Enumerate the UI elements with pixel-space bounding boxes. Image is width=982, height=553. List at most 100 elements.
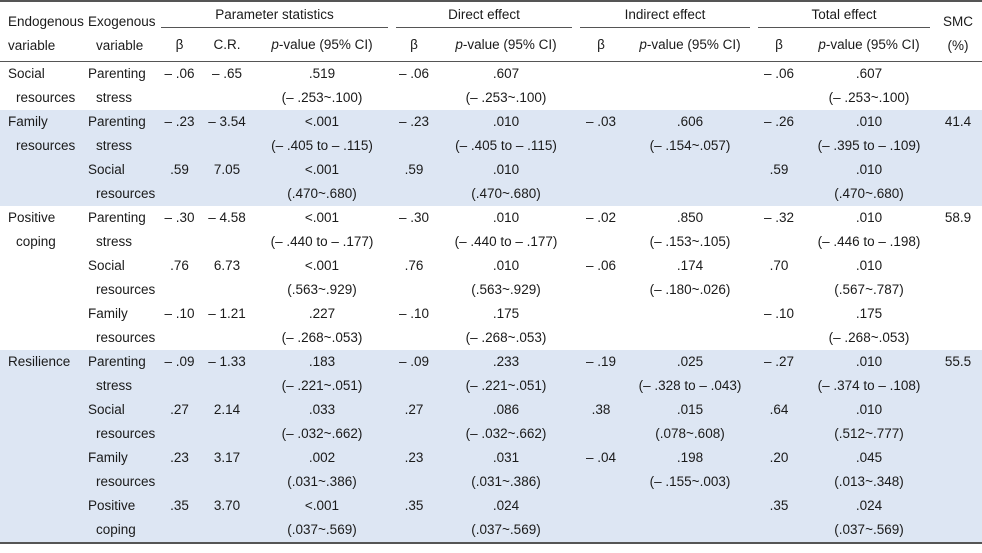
direct-ci: (– .032~.662): [465, 426, 547, 441]
direct-ci: (– .221~.051): [465, 378, 547, 393]
direct-ci: (.037~.569): [471, 522, 541, 537]
total-beta-cell: .35: [754, 494, 805, 544]
direct-pvalue: .607: [492, 66, 520, 81]
smc-cell: [934, 62, 982, 111]
endogenous-label-cont: resources: [16, 90, 76, 105]
endogenous-cell: [0, 446, 80, 494]
exogenous-cell: Family resources: [80, 446, 157, 494]
indirect-beta-cell: – .19: [576, 350, 626, 398]
exogenous-label: Social: [88, 162, 125, 177]
indirect-pvalue-cell: .025 (– .328 to – .043): [626, 350, 755, 398]
endogenous-label: Positive: [8, 210, 56, 225]
direct-pvalue-header: p-value (95% CI): [455, 37, 557, 52]
param-beta: .59: [170, 162, 189, 177]
smc-cell: [934, 158, 982, 206]
indirect-ci: (– .180~.026): [649, 282, 731, 297]
indirect-beta-cell: – .02: [576, 206, 626, 254]
param-ci: (.563~.929): [287, 282, 357, 297]
direct-pvalue-cell: .607 (– .253~.100): [436, 62, 576, 111]
param-pvalue-cell: .002 (.031~.386): [252, 446, 392, 494]
total-beta-cell: – .27: [754, 350, 805, 398]
total-pvalue: .607: [855, 66, 883, 81]
param-beta-cell: – .30: [157, 206, 202, 254]
param-beta: – .23: [164, 114, 195, 129]
param-cr-cell: – 4.58: [202, 206, 252, 254]
indirect-beta-cell: .38: [576, 398, 626, 446]
exogenous-label-cont: stress: [96, 90, 133, 105]
endogenous-cell: [0, 398, 80, 446]
total-ci: (– .374 to – .108): [817, 378, 921, 393]
param-pvalue-cell: .519 (– .253~.100): [252, 62, 392, 111]
param-cr: 3.70: [213, 498, 241, 513]
total-beta: – .10: [764, 306, 795, 321]
exogenous-cell: Parenting stress: [80, 350, 157, 398]
total-pvalue-cell: .010 (– .374 to – .108): [804, 350, 935, 398]
exogenous-cell: Social resources: [80, 254, 157, 302]
direct-pvalue-cell: .086 (– .032~.662): [436, 398, 576, 446]
smc-value: 55.5: [944, 354, 972, 369]
param-pvalue: <.001: [304, 114, 340, 129]
param-cr: 3.17: [213, 450, 241, 465]
param-cr-cell: 7.05: [202, 158, 252, 206]
total-pvalue-cell: .175 (– .268~.053): [804, 302, 934, 350]
exogenous-label-cont: resources: [96, 426, 156, 441]
total-beta: – .26: [764, 114, 795, 129]
exogenous-cell: Parenting stress: [80, 110, 157, 158]
endogenous-label-cont: resources: [16, 138, 76, 153]
exogenous-label-cont: resources: [96, 474, 156, 489]
exogenous-cell: Parenting stress: [80, 62, 157, 111]
smc-cell: 41.4: [934, 110, 982, 158]
exogenous-label-cont: resources: [96, 330, 156, 345]
indirect-beta: – .06: [585, 258, 617, 273]
param-cr: – .65: [211, 66, 243, 81]
param-beta-cell: .76: [157, 254, 202, 302]
endogenous-label: Social: [8, 66, 45, 81]
direct-beta: – .06: [398, 66, 430, 81]
indirect-beta-cell: [576, 494, 626, 544]
table-row: Positive coping Parenting stress – .30 – 4.58…: [0, 206, 982, 254]
total-beta-cell: – .26: [754, 110, 805, 158]
smc-cell: [934, 254, 982, 302]
total-ci: (– .253~.100): [828, 90, 910, 105]
total-beta: .35: [769, 498, 789, 513]
param-pvalue: .033: [308, 402, 336, 417]
param-cr: – 1.33: [208, 354, 246, 369]
smc-cell: [934, 398, 982, 446]
param-ci: (– .253~.100): [281, 90, 363, 105]
total-pvalue-cell: .010 (– .395 to – .109): [804, 110, 935, 158]
indirect-beta: – .19: [585, 354, 617, 369]
total-beta-cell: – .10: [754, 302, 804, 350]
direct-beta: – .09: [398, 354, 430, 369]
param-pvalue: .002: [308, 450, 336, 465]
param-cr-cell: – 3.54: [202, 110, 252, 158]
total-pvalue: .010: [855, 114, 883, 129]
param-beta-cell: .59: [157, 158, 202, 206]
total-beta: .64: [769, 402, 789, 417]
endogenous-cell: Social resources: [0, 62, 80, 111]
indirect-beta-cell: [576, 158, 626, 206]
direct-beta-cell: .27: [392, 398, 436, 446]
param-beta: – .30: [164, 210, 195, 225]
endogenous-cell: [0, 254, 80, 302]
param-cr-header: C.R.: [213, 37, 241, 52]
indirect-pvalue-cell: .174 (– .180~.026): [626, 254, 754, 302]
total-pvalue: .024: [855, 498, 883, 513]
direct-beta-cell: .23: [392, 446, 436, 494]
total-pvalue: .175: [855, 306, 883, 321]
direct-pvalue: .175: [492, 306, 520, 321]
table-row: Positive coping .35 3.70 <.001 (.037~.569) .35…: [0, 494, 982, 544]
total-ci: (.512~.777): [834, 426, 904, 441]
direct-beta: .23: [404, 450, 424, 465]
param-pvalue: <.001: [304, 162, 340, 177]
param-ci: (– .405 to – .115): [271, 138, 373, 153]
total-pvalue-cell: .010 (– .446 to – .198): [804, 206, 934, 254]
param-cr: 2.14: [213, 402, 241, 417]
endogenous-cell: [0, 158, 80, 206]
indirect-beta-cell: – .03: [576, 110, 626, 158]
param-ci: (.037~.569): [287, 522, 357, 537]
param-cr: – 4.58: [208, 210, 246, 225]
param-beta: .35: [170, 498, 189, 513]
param-pvalue-cell: <.001 (.037~.569): [252, 494, 392, 544]
param-pvalue: <.001: [304, 210, 340, 225]
